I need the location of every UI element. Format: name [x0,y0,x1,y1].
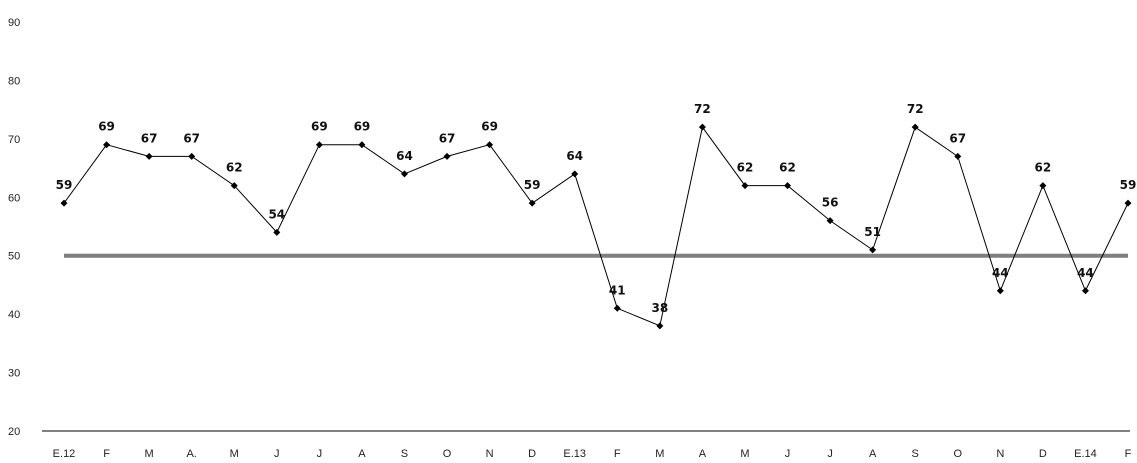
data-point-10 [486,141,494,149]
data-label-13: 41 [609,283,626,297]
x-tick-label-5: J [274,448,280,460]
y-tick-label-90: 90 [8,17,20,29]
y-tick-label-40: 40 [8,309,20,321]
x-tick-label-0: E.12 [53,448,76,460]
data-point-17 [784,182,792,190]
x-tick-label-12: E.13 [563,448,586,460]
data-label-1: 69 [98,120,115,134]
x-tick-label-13: F [614,448,621,460]
data-label-14: 38 [651,301,668,315]
data-label-25: 59 [1120,178,1137,192]
y-tick-label-80: 80 [8,75,20,87]
data-points [60,123,1132,330]
x-tick-label-1: F [103,448,110,460]
x-tick-label-6: J [317,448,323,460]
x-tick-label-19: A [869,448,877,460]
data-label-5: 54 [268,207,285,221]
data-point-0 [60,199,68,207]
data-label-22: 44 [992,266,1009,280]
data-point-8 [400,170,408,178]
y-tick-label-50: 50 [8,251,20,263]
data-point-14 [656,322,664,330]
data-labels: 59 69 67 67 62 54 69 69 64 67 69 59 64 41 38 72 62 62 56 51… [56,102,1137,315]
data-point-11 [528,199,536,207]
series-line [63,125,1129,327]
x-tick-label-23: D [1039,448,1047,460]
x-tick-label-7: A [358,448,366,460]
data-label-18: 56 [822,196,839,210]
x-tick-label-18: J [827,448,833,460]
data-label-12: 64 [566,149,583,163]
data-label-17: 62 [779,161,796,175]
y-tick-label-30: 30 [8,368,20,380]
data-point-25 [1124,199,1132,207]
x-tick-label-10: N [486,448,494,460]
data-label-6: 69 [311,120,328,134]
x-tick-label-16: M [740,448,749,460]
data-point-9 [443,152,451,160]
data-label-4: 62 [226,161,243,175]
data-label-9: 67 [439,131,456,145]
y-tick-label-20: 20 [8,426,20,438]
x-tick-label-2: M [145,448,154,460]
data-label-7: 69 [354,120,371,134]
data-point-7 [358,141,366,149]
x-tick-label-24: E.14 [1074,448,1097,460]
y-tick-label-70: 70 [8,134,20,146]
data-point-3 [188,152,196,160]
data-point-19 [869,246,877,254]
x-tick-label-8: S [401,448,408,460]
data-label-24: 44 [1077,266,1094,280]
x-tick-label-3: A. [186,448,196,460]
data-point-16 [741,182,749,190]
data-label-16: 62 [737,161,754,175]
data-point-2 [145,152,153,160]
data-point-12 [571,170,579,178]
data-label-10: 69 [481,120,498,134]
data-point-1 [103,141,111,149]
data-point-22 [996,287,1004,295]
data-point-15 [698,123,706,131]
data-label-23: 62 [1035,161,1052,175]
data-label-19: 51 [864,225,881,239]
x-tick-label-17: J [785,448,791,460]
y-axis-ticks: 20 30 40 50 60 70 80 90 [8,17,20,438]
x-tick-label-22: N [996,448,1004,460]
data-label-11: 59 [524,178,541,192]
x-axis-ticks: E.12 F M A. M J J A S O N D E.13 F M A M J J A S O N D E.14 F [53,448,1132,460]
x-tick-label-25: F [1125,448,1132,460]
x-tick-label-9: O [443,448,452,460]
x-tick-label-14: M [655,448,664,460]
y-tick-label-60: 60 [8,192,20,204]
data-point-21 [954,152,962,160]
x-tick-label-4: M [230,448,239,460]
data-label-15: 72 [694,102,711,116]
x-tick-label-15: A [699,448,707,460]
x-tick-label-21: O [953,448,962,460]
data-point-4 [230,182,238,190]
data-point-6 [315,141,323,149]
data-label-20: 72 [907,102,924,116]
data-point-23 [1039,182,1047,190]
data-label-21: 67 [949,131,966,145]
x-tick-label-11: D [528,448,536,460]
data-label-3: 67 [183,131,200,145]
data-point-18 [826,217,834,225]
data-label-2: 67 [141,131,158,145]
data-point-13 [613,304,621,312]
data-point-24 [1081,287,1089,295]
data-point-5 [273,228,281,236]
data-label-0: 59 [56,178,73,192]
data-label-8: 64 [396,149,413,163]
data-point-20 [911,123,919,131]
x-tick-label-20: S [912,448,919,460]
